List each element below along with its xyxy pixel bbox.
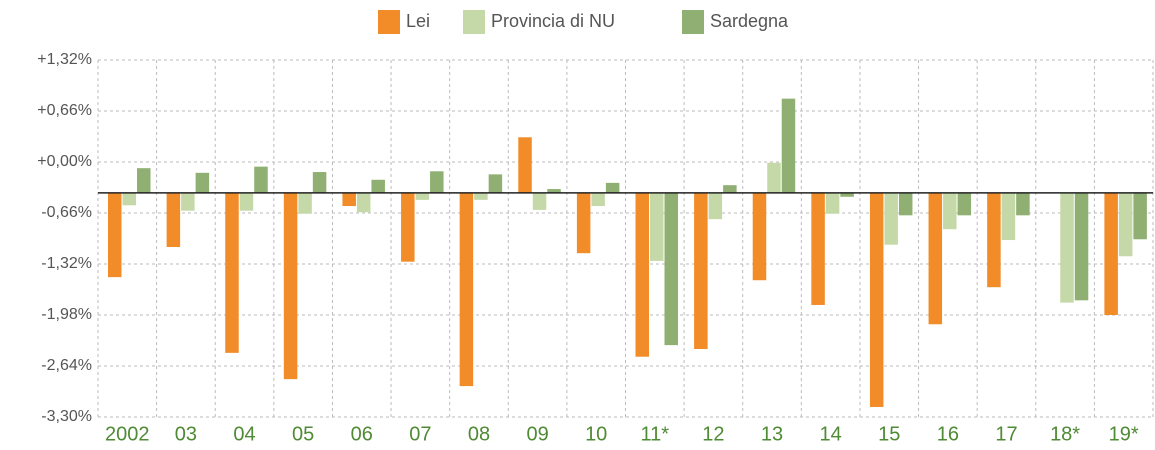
bar xyxy=(488,174,503,193)
bar xyxy=(708,192,723,220)
bar xyxy=(781,98,796,193)
bar xyxy=(401,192,415,262)
bar xyxy=(195,172,210,193)
x-tick-label: 19* xyxy=(1109,423,1139,445)
y-tick-label: -2,64% xyxy=(41,357,92,374)
legend-label: Sardegna xyxy=(710,11,789,31)
x-tick-label: 18* xyxy=(1050,423,1080,445)
y-tick-label: -3,30% xyxy=(41,408,92,425)
x-tick-label: 14 xyxy=(820,423,842,445)
bar xyxy=(898,192,913,216)
y-tick-label: -1,98% xyxy=(41,306,92,323)
legend-label: Lei xyxy=(406,11,430,31)
bar xyxy=(298,192,312,214)
legend-swatch xyxy=(378,10,400,34)
bar xyxy=(723,185,737,193)
bar xyxy=(1060,192,1074,303)
legend-label: Provincia di NU xyxy=(491,11,615,31)
bar xyxy=(283,192,298,380)
bar xyxy=(869,192,884,407)
x-tick-label: 12 xyxy=(702,423,724,445)
y-tick-label: +0,66% xyxy=(37,102,92,119)
y-tick-label: -1,32% xyxy=(41,255,92,272)
bar xyxy=(1118,192,1133,257)
bar xyxy=(635,192,649,357)
x-tick-label: 05 xyxy=(292,423,314,445)
bar xyxy=(430,171,444,193)
bar xyxy=(239,192,254,211)
x-tick-label: 2002 xyxy=(105,423,150,445)
bar xyxy=(811,192,825,305)
bar xyxy=(576,192,591,254)
bar xyxy=(166,192,181,247)
bar xyxy=(356,192,371,213)
legend-swatch xyxy=(463,10,485,34)
bar xyxy=(1001,192,1016,241)
bar xyxy=(459,192,474,387)
x-tick-label: 15 xyxy=(878,423,900,445)
x-tick-label: 03 xyxy=(175,423,197,445)
bar xyxy=(825,192,840,214)
bar xyxy=(650,192,664,261)
y-tick-label: -0,66% xyxy=(41,204,92,221)
x-tick-label: 09 xyxy=(526,423,548,445)
bar xyxy=(1074,192,1089,301)
bar xyxy=(987,192,1001,288)
x-tick-label: 17 xyxy=(995,423,1017,445)
bar xyxy=(591,192,605,207)
bar xyxy=(371,179,385,193)
x-tick-label: 08 xyxy=(468,423,490,445)
bar xyxy=(943,192,957,230)
y-tick-label: +1,32% xyxy=(37,51,92,68)
x-tick-label: 16 xyxy=(937,423,959,445)
bar xyxy=(181,192,195,211)
y-tick-label: +0,00% xyxy=(37,153,92,170)
bar xyxy=(342,192,356,207)
bar xyxy=(532,192,547,210)
bar xyxy=(957,192,972,216)
legend-swatch xyxy=(682,10,704,34)
x-tick-label: 04 xyxy=(233,423,255,445)
bar xyxy=(108,192,122,278)
bar xyxy=(254,166,268,193)
x-tick-label: 13 xyxy=(761,423,783,445)
bar xyxy=(474,192,488,200)
bar xyxy=(122,192,136,206)
bar xyxy=(1016,192,1030,216)
bar xyxy=(312,172,327,193)
x-tick-label: 11* xyxy=(641,423,670,445)
bar xyxy=(664,192,678,346)
bar xyxy=(225,192,239,353)
x-tick-label: 07 xyxy=(409,423,431,445)
bar xyxy=(1133,192,1147,240)
x-tick-label: 10 xyxy=(585,423,607,445)
bar xyxy=(137,168,151,193)
bar xyxy=(928,192,943,325)
bar xyxy=(840,192,854,197)
bar xyxy=(752,192,767,281)
bar xyxy=(605,182,620,193)
bar xyxy=(884,192,898,245)
bar xyxy=(547,189,561,193)
bar xyxy=(518,137,532,193)
bar xyxy=(415,192,430,200)
bar xyxy=(694,192,708,349)
bar xyxy=(767,162,781,193)
bar xyxy=(1104,192,1118,315)
x-tick-label: 06 xyxy=(351,423,373,445)
